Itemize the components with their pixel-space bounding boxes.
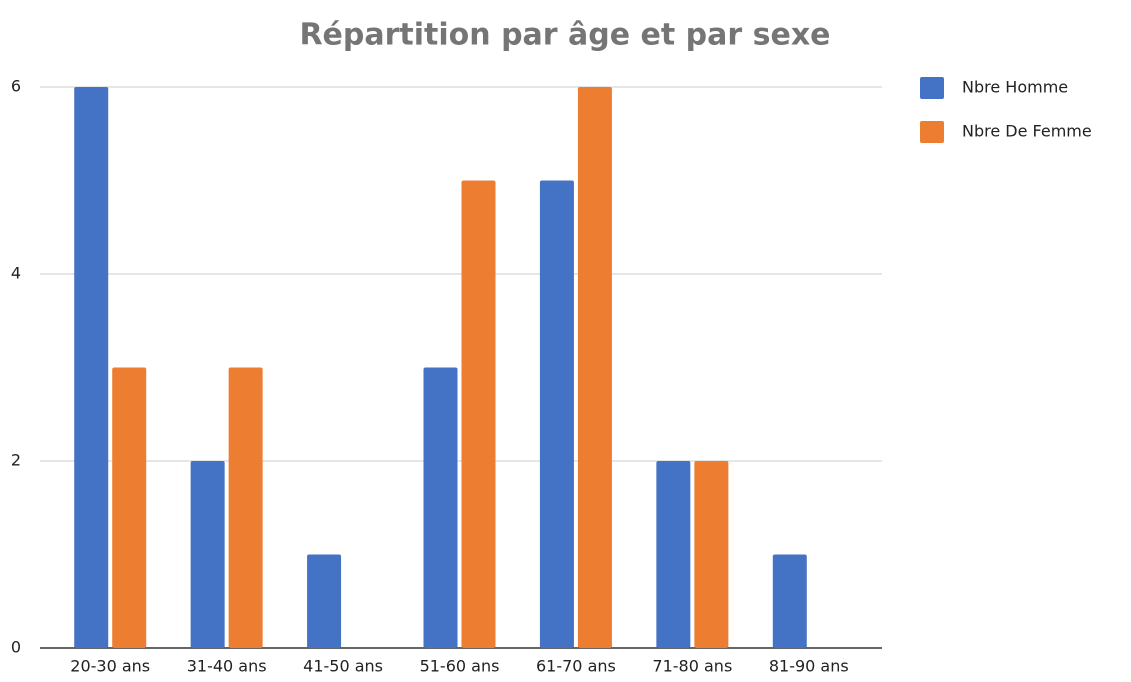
y-tick-label: 0 [11, 638, 21, 657]
bar [190, 461, 225, 648]
y-tick-label: 2 [11, 451, 21, 470]
bar [423, 367, 458, 648]
y-tick-label: 4 [11, 264, 21, 283]
y-tick-label: 6 [11, 77, 21, 96]
legend-label: Nbre De Femme [962, 122, 1092, 141]
chart-title: Répartition par âge et par sexe [299, 18, 830, 53]
bar [656, 461, 691, 648]
x-tick-label: 41-50 ans [303, 657, 383, 676]
bar [307, 554, 342, 648]
bar [539, 180, 574, 648]
bar [112, 367, 147, 648]
bar [228, 367, 263, 648]
x-tick-label: 81-90 ans [769, 657, 849, 676]
x-tick-label: 61-70 ans [536, 657, 616, 676]
bar [577, 87, 612, 648]
x-tick-label: 31-40 ans [187, 657, 267, 676]
bar [694, 461, 729, 648]
x-tick-label: 71-80 ans [652, 657, 732, 676]
x-tick-label: 20-30 ans [70, 657, 150, 676]
bar [461, 180, 496, 648]
legend-swatch [920, 77, 944, 99]
legend-label: Nbre Homme [962, 78, 1068, 97]
bar [772, 554, 807, 648]
x-tick-label: 51-60 ans [420, 657, 500, 676]
bar [74, 87, 109, 648]
legend-swatch [920, 121, 944, 143]
